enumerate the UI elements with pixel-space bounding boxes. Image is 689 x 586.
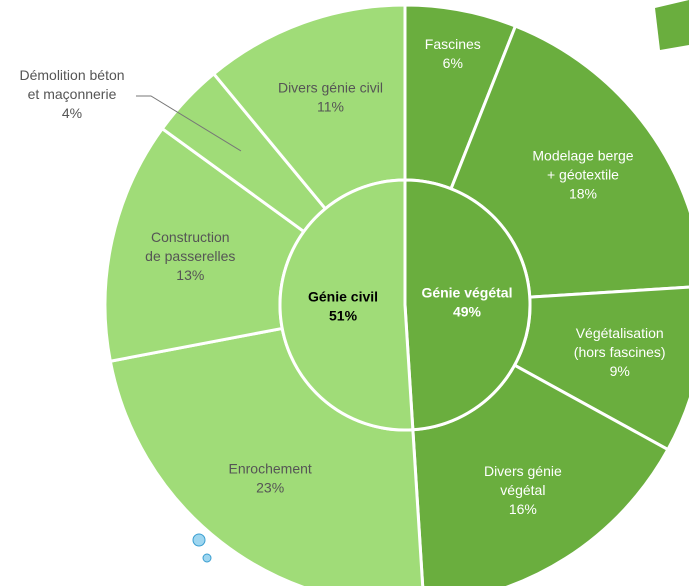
label-line: (hors fascines): [574, 344, 666, 360]
label-line: 9%: [610, 363, 630, 379]
decoration: [655, 0, 689, 50]
decoration: [192, 533, 206, 547]
label-line: végétal: [500, 481, 545, 497]
segment-label: Fascines 6%: [425, 36, 481, 71]
segment-label: Démolition béton et maçonnerie 4%: [19, 67, 124, 121]
label-line: Modelage berge: [532, 147, 633, 163]
label-line: 18%: [569, 185, 597, 201]
label-line: Démolition béton: [19, 67, 124, 83]
segment-label: Génie civil 51%: [308, 288, 378, 323]
label-line: Divers génie civil: [278, 79, 383, 95]
segment-label: Divers génie civil 11%: [278, 79, 383, 114]
label-line: 51%: [329, 307, 358, 323]
label-line: Enrochement: [229, 460, 312, 476]
segment-label: Divers génie végétal 16%: [484, 462, 562, 516]
label-line: Génie civil: [308, 288, 378, 304]
segment-label: Végétalisation (hors fascines) 9%: [574, 325, 666, 379]
segment-label: Enrochement 23%: [229, 460, 312, 495]
label-line: 11%: [317, 98, 344, 114]
decoration: [202, 553, 212, 563]
segment-label: Construction de passerelles 13%: [145, 229, 235, 283]
segment-label: Modelage berge + géotextile 18%: [532, 147, 633, 201]
label-line: et maçonnerie: [28, 86, 117, 102]
label-line: Génie végétal: [421, 284, 512, 300]
label-line: Divers génie: [484, 462, 562, 478]
label-line: 16%: [509, 500, 537, 516]
label-line: Fascines: [425, 36, 481, 52]
label-line: 13%: [176, 267, 204, 283]
label-line: Végétalisation: [576, 325, 664, 341]
label-line: 4%: [62, 105, 82, 121]
label-line: 49%: [453, 303, 482, 319]
label-line: 6%: [443, 55, 463, 71]
label-line: de passerelles: [145, 248, 235, 264]
label-line: + géotextile: [547, 166, 619, 182]
segment-label: Génie végétal 49%: [421, 284, 512, 319]
label-line: Construction: [151, 229, 230, 245]
inner-segment: [403, 178, 532, 432]
leader-line: [135, 95, 242, 152]
inner-segment: [278, 178, 415, 432]
label-line: 23%: [256, 479, 284, 495]
